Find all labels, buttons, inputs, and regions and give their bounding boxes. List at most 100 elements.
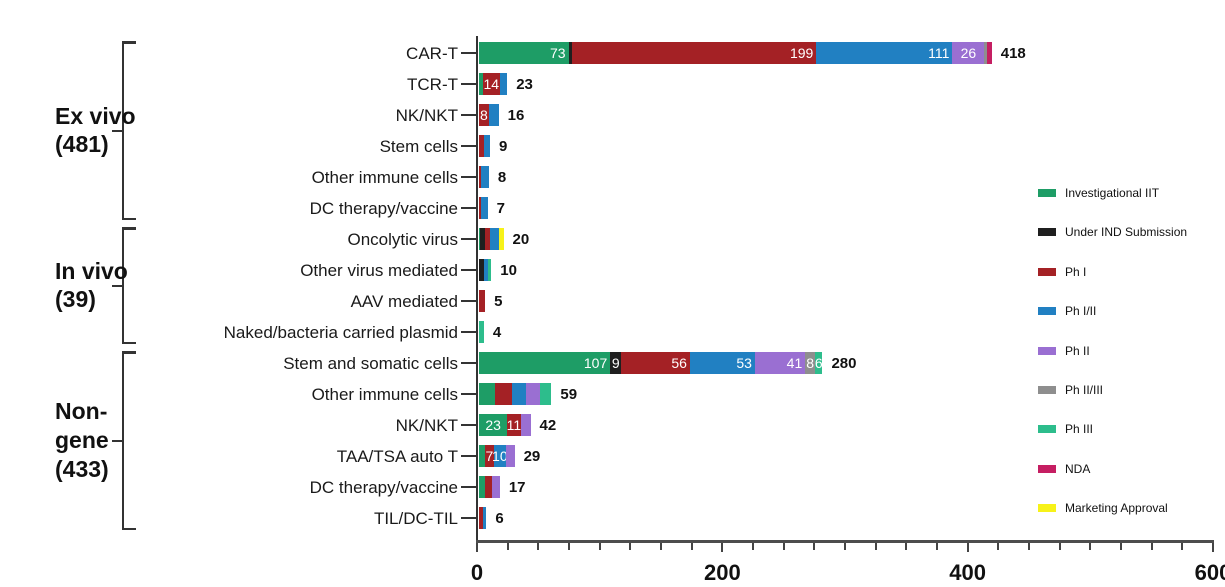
bar-segment-ph-iii <box>479 321 484 343</box>
x-axis-major-tick <box>476 543 478 552</box>
legend-label: Ph I <box>1065 264 1087 279</box>
bar-segment-ph-ii: 26 <box>952 42 985 64</box>
x-axis-minor-tick <box>598 543 601 550</box>
y-axis-row-tick <box>461 300 477 302</box>
y-axis-row-tick <box>461 393 477 395</box>
legend-item-ph-iii: Ph III <box>1038 423 1093 435</box>
bar-segment-investigational-iit <box>479 476 486 498</box>
x-axis-minor-tick <box>537 543 540 550</box>
bar-segment-ph-i-ii <box>499 73 508 95</box>
legend-swatch <box>1038 307 1056 316</box>
legend-label: Ph II/III <box>1065 383 1104 397</box>
row-label: TIL/DC-TIL <box>373 509 458 528</box>
segment-value-label: 11 <box>506 417 522 433</box>
y-axis-row-tick <box>461 331 477 333</box>
bar-segment-ph-i-ii <box>483 259 488 281</box>
x-axis-minor-tick <box>1120 543 1122 550</box>
y-axis-row-tick <box>461 83 477 85</box>
bar-segment-ph-i-ii <box>481 166 489 188</box>
x-axis-minor-tick <box>1181 543 1184 550</box>
bar-segment-investigational-iit <box>479 383 495 405</box>
legend-item-ph-ii: Ph II <box>1038 345 1090 357</box>
segment-value-label: 107 <box>583 355 608 371</box>
bar-segment-under-ind-submission: 9 <box>610 352 622 374</box>
x-axis-minor-tick <box>936 543 938 550</box>
bar-segment-under-ind-submission <box>568 42 573 64</box>
y-axis-row-tick <box>461 238 477 240</box>
x-axis-minor-tick <box>997 543 1000 550</box>
y-axis-row-tick <box>461 114 477 116</box>
bar-total-label: 9 <box>499 138 508 155</box>
bar-segment-ph-i-ii <box>483 135 491 157</box>
bar-segment-ph-i-ii: 111 <box>816 42 953 64</box>
legend-swatch <box>1038 425 1056 434</box>
x-axis-line <box>476 540 1214 543</box>
bar-dc-therapy-vaccine <box>479 476 500 498</box>
bar-segment-ph-i <box>479 290 486 312</box>
legend-label: Marketing Approval <box>1065 501 1168 516</box>
bar-segment-ph-i-ii <box>482 507 487 529</box>
x-axis-tick-label: 400 <box>949 560 987 585</box>
bar-segment-ph-i: 7 <box>485 445 494 467</box>
legend-swatch <box>1038 504 1056 513</box>
group-bracket-1 <box>112 227 136 344</box>
x-axis-minor-tick <box>1089 543 1092 550</box>
bar-segment-ph-i-ii <box>512 383 526 405</box>
y-axis-row-tick <box>461 424 477 426</box>
segment-value-label: 56 <box>671 355 687 371</box>
bar-segment-ph-ii <box>520 414 531 436</box>
x-axis-minor-tick <box>690 543 693 550</box>
bracket-arm-middle <box>112 439 124 442</box>
group-label-2: Non- gene (433) <box>55 398 109 482</box>
row-label: Other immune cells <box>311 168 458 187</box>
bar-dc-therapy-vaccine <box>479 197 488 219</box>
bar-segment-ph-i: 14 <box>482 73 500 95</box>
segment-value-label: 8 <box>806 355 815 371</box>
segment-value-label: 73 <box>549 45 566 61</box>
segment-value-label: 53 <box>736 355 752 371</box>
bar-til-dc-til <box>479 507 487 529</box>
group-bracket-2 <box>112 351 136 530</box>
legend-item-under-ind-submission: Under IND Submission <box>1038 226 1187 238</box>
y-axis-row-tick <box>461 176 477 178</box>
bar-segment-ph-i <box>494 383 513 405</box>
x-axis-minor-tick <box>568 543 570 550</box>
legend-swatch <box>1038 386 1056 394</box>
legend-label: NDA <box>1065 461 1091 476</box>
bar-segment-ph-i <box>479 507 483 529</box>
x-axis-minor-tick <box>1028 543 1030 550</box>
bar-segment-investigational-iit: 23 <box>479 414 508 436</box>
bar-segment-under-ind-submission <box>479 259 484 281</box>
x-axis-minor-tick <box>506 543 509 550</box>
bar-segment-investigational-iit: 107 <box>479 352 611 374</box>
bar-segment-ph-i-ii: 53 <box>689 352 755 374</box>
x-axis-major-tick <box>966 543 969 552</box>
x-axis-minor-tick <box>813 543 816 550</box>
legend-item-ph-i-ii: Ph I/II <box>1038 305 1096 317</box>
bar-total-label: 6 <box>495 510 504 527</box>
bar-nk-nkt: 8 <box>479 104 499 126</box>
y-axis-row-tick <box>461 269 477 271</box>
segment-value-label: 111 <box>928 45 950 61</box>
row-label: TAA/TSA auto T <box>336 447 458 466</box>
bar-segment-ph-i <box>479 197 482 219</box>
bar-segment-ph-i: 199 <box>572 42 817 64</box>
bar-segment-investigational-iit <box>479 445 486 467</box>
bar-segment-ph-i-ii <box>481 197 488 219</box>
x-axis-tick-label: 200 <box>703 560 741 585</box>
segment-value-label: 7 <box>485 448 494 464</box>
legend-item-ph-i: Ph I <box>1038 266 1086 278</box>
segment-value-label: 10 <box>492 448 508 464</box>
bar-segment-ph-iii <box>487 259 492 281</box>
bar-segment-ph-ii: 41 <box>754 352 806 374</box>
bar-segment-ph-i-ii: 10 <box>492 445 508 467</box>
bar-total-label: 17 <box>508 479 526 496</box>
bracket-arm-bottom <box>124 341 136 344</box>
row-label: Naked/bacteria carried plasmid <box>223 323 458 342</box>
x-axis-minor-tick <box>874 543 877 550</box>
bar-tcr-t: 14 <box>479 73 508 95</box>
row-label: Other virus mediated <box>300 261 458 280</box>
legend-swatch <box>1038 228 1056 237</box>
legend-swatch <box>1038 464 1056 473</box>
bar-total-label: 16 <box>507 107 525 124</box>
